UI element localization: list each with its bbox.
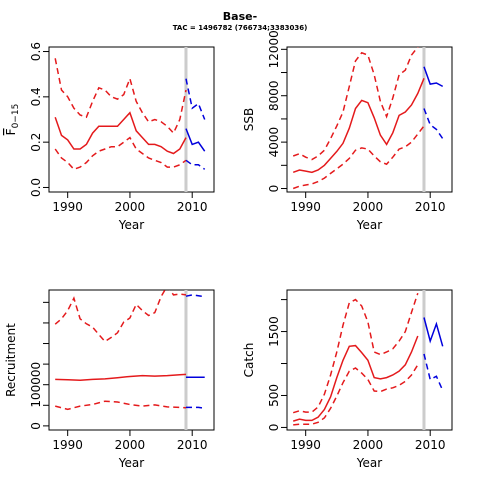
x-tick-label: 2010 [177, 438, 208, 452]
panel-recruitment: 1990 2000 2010 0 100000 Year Recruitment [4, 289, 215, 470]
plot-frame [286, 289, 453, 431]
plot-frame [48, 289, 215, 431]
y-tick-label: 0 [29, 422, 43, 430]
series-projection-median [423, 317, 444, 347]
plot-frame [48, 46, 215, 193]
series-historic-lower [54, 136, 187, 171]
x-axis-label: Year [118, 218, 144, 232]
y-tick-label: 0.0 [29, 178, 43, 197]
y-axis-label: F0−15 [4, 104, 21, 136]
x-tick-label: 1990 [52, 438, 83, 452]
panels: 1990 2000 2010 0.0 0.2 0.4 0.6 Year F0−15 1990 200… [4, 30, 453, 470]
x-tick-label: 2000 [353, 438, 384, 452]
figure-subtitle: TAC = 1496782 (766734;3383036) [173, 24, 308, 32]
series-historic-lower [293, 364, 419, 426]
x-tick-label: 2000 [115, 200, 146, 214]
x-tick-label: 2000 [353, 200, 384, 214]
series-projection-lower [186, 406, 205, 409]
series-projection-median [185, 128, 206, 152]
y-tick-label: 0 [267, 424, 281, 432]
y-tick-label: 4000 [267, 127, 281, 158]
y-tick-label: 100000 [29, 362, 43, 408]
panel-fbar: 1990 2000 2010 0.0 0.2 0.4 0.6 Year F0−15 [4, 42, 215, 232]
series-group [54, 290, 205, 411]
series-projection-lower [185, 159, 206, 170]
plot-frame [286, 46, 453, 193]
series-projection-lower [423, 353, 444, 391]
y-axis-label: SSB [242, 108, 256, 131]
x-tick-label: 1990 [290, 200, 321, 214]
y-tick-label: 12000 [267, 30, 281, 68]
x-tick-label: 2000 [115, 438, 146, 452]
series-historic-median [55, 373, 187, 381]
series-projection-upper [424, 32, 443, 45]
series-projection-lower [423, 108, 444, 140]
series-projection-upper [185, 78, 206, 120]
series-historic-median [292, 78, 425, 174]
figure-title: Base- [223, 10, 257, 23]
x-tick-label: 2010 [177, 200, 208, 214]
y-tick-label: 1500 [267, 316, 281, 347]
series-historic-lower [55, 400, 187, 411]
series-historic-median [54, 111, 187, 155]
panel-catch: 1990 2000 2010 0 500 1500 Year Catch [242, 217, 453, 470]
x-tick-label: 1990 [52, 200, 83, 214]
y-tick-label: 0 [267, 185, 281, 193]
series-group [54, 58, 206, 171]
series-projection-upper [424, 217, 443, 268]
x-axis-label: Year [118, 456, 144, 470]
series-projection-median [423, 66, 444, 88]
series-group [292, 217, 444, 426]
y-axis-label: Catch [242, 343, 256, 378]
y-axis-label: Recruitment [4, 323, 18, 397]
y-tick-label: 0.4 [29, 87, 43, 106]
y-tick-label: 0.6 [29, 42, 43, 61]
x-tick-label: 1990 [290, 438, 321, 452]
series-historic-upper [292, 47, 419, 161]
series-group [292, 32, 444, 190]
series-historic-median [292, 335, 419, 422]
y-tick-label: 500 [267, 384, 281, 407]
x-axis-label: Year [356, 218, 382, 232]
series-historic-upper [54, 290, 187, 343]
x-tick-label: 2010 [415, 438, 446, 452]
series-historic-upper [292, 292, 419, 414]
x-tick-label: 2010 [415, 200, 446, 214]
panel-ssb: 1990 2000 2010 0 4000 8000 12000 Year SSB [242, 30, 453, 232]
series-historic-upper [54, 58, 187, 135]
series-projection-upper [185, 294, 205, 298]
y-tick-label: 0.2 [29, 133, 43, 152]
series-historic-lower [292, 125, 425, 190]
y-tick-label: 8000 [267, 80, 281, 111]
x-axis-label: Year [356, 456, 382, 470]
